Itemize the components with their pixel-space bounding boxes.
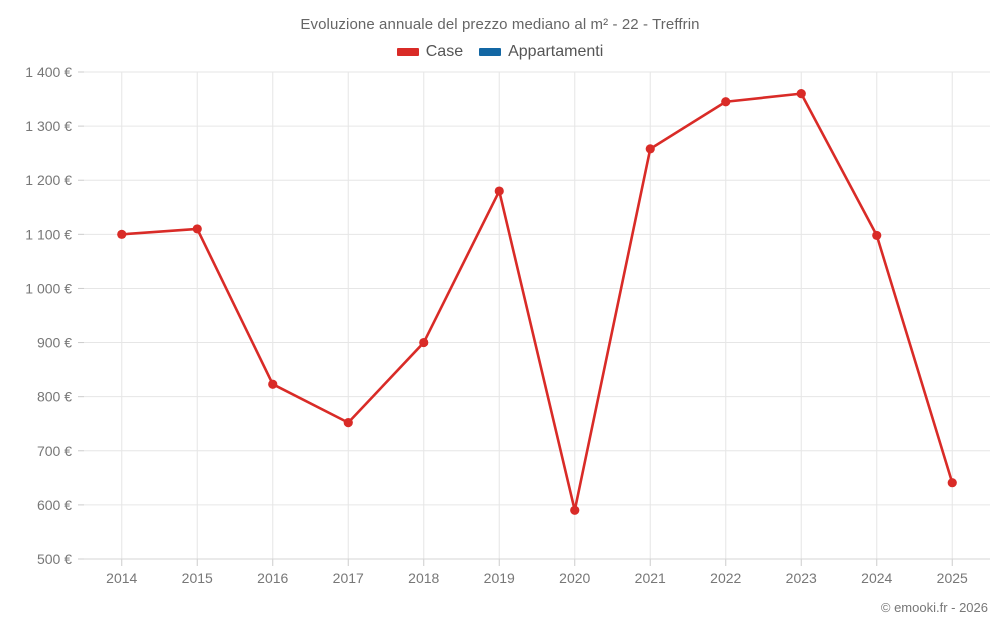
y-axis-tick-label: 900 €: [37, 335, 72, 351]
chart-title: Evoluzione annuale del prezzo mediano al…: [300, 16, 700, 33]
x-axis-tick-label: 2017: [333, 570, 364, 586]
x-axis-tick-label: 2020: [559, 570, 590, 586]
y-axis-tick-label: 1 100 €: [25, 226, 72, 242]
y-axis-tick-label: 600 €: [37, 497, 72, 513]
data-point[interactable]: [645, 144, 655, 154]
data-point[interactable]: [117, 229, 127, 239]
legend-item-appartamenti[interactable]: Appartamenti: [479, 44, 603, 60]
data-point[interactable]: [192, 224, 202, 234]
legend-swatch-appartamenti: [479, 48, 502, 56]
data-point[interactable]: [419, 337, 429, 348]
legend-swatch-case: [396, 48, 419, 56]
x-axis-tick-label: 2024: [861, 570, 892, 586]
x-axis-tick-label: 2022: [710, 570, 741, 586]
y-axis-tick-label: 1 000 €: [25, 280, 72, 296]
y-axis-tick-label: 800 €: [37, 389, 72, 405]
data-point[interactable]: [796, 89, 806, 99]
y-axis-tick-label: 700 €: [37, 443, 72, 459]
x-axis-tick-label: 2015: [182, 570, 213, 586]
x-axis-tick-label: 2025: [937, 570, 968, 586]
legend-label-appartamenti: Appartamenti: [508, 43, 604, 60]
y-axis-tick-label: 1 300 €: [25, 118, 72, 134]
data-point[interactable]: [721, 97, 731, 107]
data-point[interactable]: [947, 478, 957, 488]
x-axis-tick-label: 2018: [408, 570, 439, 586]
x-axis-tick-label: 2023: [786, 570, 817, 586]
legend-label-case: Case: [425, 43, 464, 60]
x-axis-tick-label: 2019: [484, 570, 515, 586]
copyright-credit: © emooki.fr - 2026: [880, 600, 988, 615]
data-point[interactable]: [570, 505, 580, 515]
y-axis-tick-label: 1 400 €: [25, 64, 72, 80]
data-point[interactable]: [268, 379, 278, 389]
data-point[interactable]: [872, 230, 882, 241]
x-axis-tick-label: 2021: [635, 570, 666, 586]
y-axis-tick-label: 1 200 €: [25, 172, 72, 188]
data-point[interactable]: [494, 186, 504, 196]
series-line-case: [120, 92, 954, 512]
y-axis-tick-label: 500 €: [37, 551, 72, 567]
data-point[interactable]: [343, 418, 353, 428]
legend-item-case[interactable]: Case: [396, 43, 464, 60]
chart-legend: Case Appartamenti: [0, 44, 1000, 60]
x-axis-tick-label: 2016: [257, 570, 288, 586]
x-axis-tick-label: 2014: [106, 570, 137, 586]
